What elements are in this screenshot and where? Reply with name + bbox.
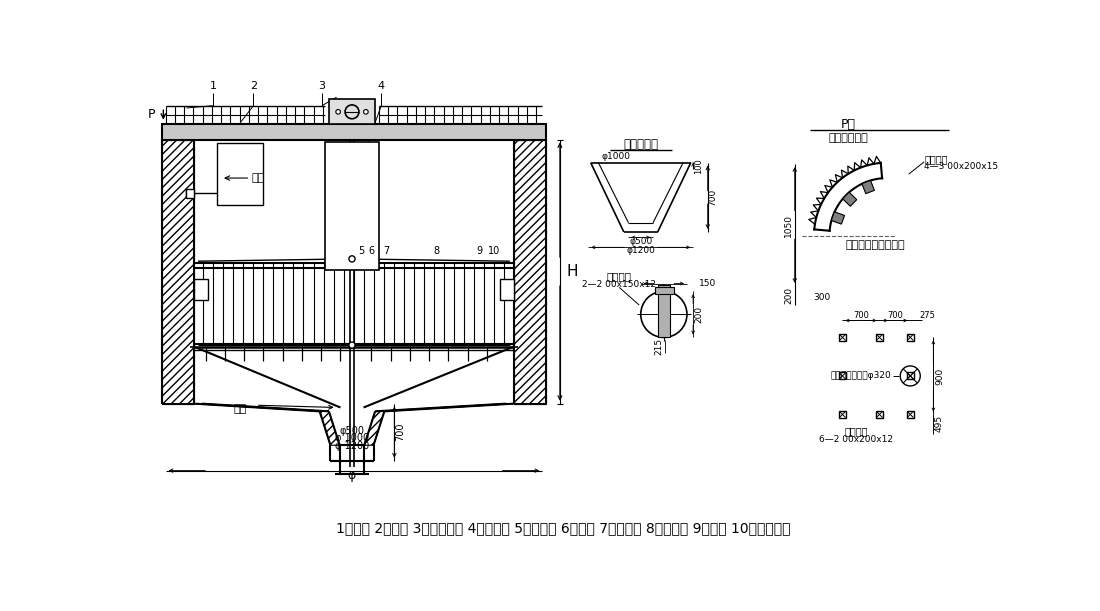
- Bar: [659, 285, 670, 337]
- Text: 预埋钉板: 预埋钉板: [607, 271, 631, 281]
- Bar: [839, 334, 846, 340]
- Text: 排泥: 排泥: [233, 404, 248, 414]
- Polygon shape: [862, 180, 874, 194]
- Text: H: H: [566, 264, 578, 279]
- Text: 6: 6: [368, 246, 374, 256]
- Text: 900: 900: [935, 367, 944, 384]
- Text: 700: 700: [852, 310, 869, 320]
- Text: 混凝土工作桥预埋件: 混凝土工作桥预埋件: [846, 240, 905, 250]
- Text: 2—2 00x150x12: 2—2 00x150x12: [582, 280, 657, 289]
- Text: 200: 200: [784, 287, 793, 304]
- Text: 预埋钉板: 预埋钉板: [845, 426, 868, 436]
- Text: 工作桥底预埋: 工作桥底预埋: [828, 133, 869, 143]
- Text: 215: 215: [654, 338, 663, 355]
- Text: 275: 275: [920, 310, 935, 320]
- Text: 1: 1: [210, 81, 217, 92]
- Text: 1、栏杆 2、主梁 3、传动装置 4、稳流筒 5、传动轴 6、拉杆 7、小刂板 8、挂泥板 9、刂臂 10、浓缩栅条: 1、栏杆 2、主梁 3、传动装置 4、稳流筒 5、传动轴 6、拉杆 7、小刂板 …: [337, 521, 791, 535]
- Text: φ500: φ500: [629, 236, 652, 246]
- Bar: [654, 287, 674, 293]
- Text: 4: 4: [377, 81, 385, 92]
- Text: 300: 300: [813, 293, 830, 302]
- Text: 池中心预留孔洞φ320: 池中心预留孔洞φ320: [830, 371, 891, 381]
- Circle shape: [336, 109, 341, 114]
- Text: 5: 5: [359, 246, 364, 256]
- Text: 10: 10: [488, 246, 501, 256]
- Text: φ 1200: φ 1200: [334, 441, 370, 451]
- Polygon shape: [375, 404, 514, 411]
- Bar: [186, 189, 194, 198]
- Bar: [908, 411, 914, 417]
- Circle shape: [349, 256, 355, 262]
- Text: 700: 700: [395, 423, 405, 441]
- Text: 1050: 1050: [784, 213, 793, 236]
- Text: φ: φ: [348, 469, 356, 481]
- Bar: [877, 411, 883, 417]
- Polygon shape: [162, 139, 195, 404]
- Polygon shape: [195, 404, 329, 411]
- Bar: [839, 372, 846, 379]
- Bar: [218, 144, 264, 205]
- Bar: [329, 100, 375, 124]
- Text: 泥坑预埋件: 泥坑预埋件: [624, 139, 658, 152]
- Bar: [908, 372, 914, 379]
- Text: φ1200: φ1200: [626, 246, 656, 255]
- Text: 7: 7: [384, 246, 389, 256]
- Text: φ1000: φ1000: [602, 152, 630, 161]
- Text: 6—2 00x200x12: 6—2 00x200x12: [820, 436, 893, 444]
- Text: 700: 700: [887, 310, 903, 320]
- Text: 495: 495: [935, 415, 944, 432]
- Text: 进水: 进水: [252, 173, 265, 183]
- Text: 预埋钉板: 预埋钉板: [924, 154, 947, 164]
- Polygon shape: [514, 139, 546, 404]
- Bar: [877, 334, 883, 340]
- Polygon shape: [843, 192, 857, 207]
- Text: 8: 8: [433, 246, 440, 256]
- Text: 3: 3: [319, 81, 326, 92]
- Text: 150: 150: [700, 279, 716, 288]
- Polygon shape: [364, 411, 384, 445]
- Text: P: P: [148, 108, 156, 122]
- Text: 700: 700: [708, 189, 717, 206]
- Text: P向: P向: [842, 118, 856, 131]
- Bar: [326, 142, 378, 271]
- Circle shape: [349, 342, 355, 348]
- Text: 200: 200: [695, 306, 704, 323]
- Text: 9: 9: [476, 246, 482, 256]
- Text: 100: 100: [694, 158, 703, 174]
- Bar: [908, 334, 914, 340]
- Circle shape: [363, 109, 368, 114]
- Bar: [499, 279, 514, 301]
- Polygon shape: [832, 212, 845, 224]
- Bar: [195, 279, 208, 301]
- Text: φ500: φ500: [340, 426, 364, 436]
- Text: 2: 2: [250, 81, 257, 92]
- Polygon shape: [320, 411, 340, 445]
- Polygon shape: [162, 124, 546, 139]
- Bar: [839, 411, 846, 417]
- Text: φ 1000: φ 1000: [334, 433, 370, 444]
- Text: 4—3 00x200x15: 4—3 00x200x15: [924, 162, 998, 171]
